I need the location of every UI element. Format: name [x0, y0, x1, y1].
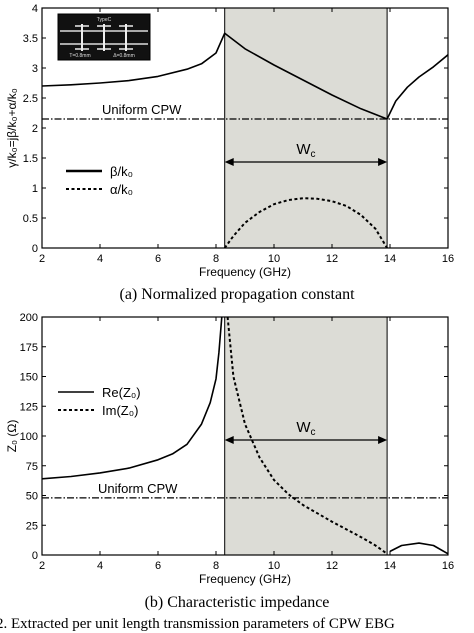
legend-label: Im(Z₀) [102, 403, 138, 418]
x-tick-label: 4 [97, 253, 103, 265]
y-tick-label: 1.5 [23, 153, 38, 165]
x-tick-label: 6 [155, 560, 161, 572]
x-tick-label: 16 [442, 253, 454, 265]
y-tick-label: 75 [26, 461, 38, 473]
reference-line-label: Uniform CPW [102, 102, 182, 117]
x-tick-label: 8 [213, 560, 219, 572]
legend-label: α/k₀ [110, 182, 133, 197]
x-axis-label: Frequency (GHz) [199, 265, 291, 279]
x-axis-label: Frequency (GHz) [199, 572, 291, 586]
panel-b-caption: (b) Characteristic impedance [144, 594, 330, 611]
series-line-0 [42, 317, 223, 480]
y-tick-label: 4 [32, 3, 38, 15]
x-tick-label: 16 [442, 560, 454, 572]
x-tick-label: 10 [268, 253, 280, 265]
x-tick-label: 12 [326, 253, 338, 265]
y-tick-label: 25 [26, 520, 38, 532]
legend-label: Re(Z₀) [102, 385, 141, 400]
legend-label: β/k₀ [110, 164, 133, 179]
x-tick-label: 2 [39, 253, 45, 265]
band-label-sub: c [310, 427, 315, 438]
band-arrow-head-right [378, 158, 388, 166]
stopband-shade [224, 316, 388, 556]
panel-a-chart: Uniform CPW 2 4 6 8 10 12 14 16 0 0.5 1 1.5 2 2.5 3 3.5 4… [5, 3, 454, 279]
band-arrow-head-left [224, 436, 234, 444]
inset-dim-label: Δ=0.8mm [113, 53, 135, 59]
y-tick-label: 100 [20, 431, 38, 443]
x-tick-label: 8 [213, 253, 219, 265]
x-tick-label: 6 [155, 253, 161, 265]
band-arrow-head-right [378, 436, 388, 444]
y-tick-label: 1 [32, 183, 38, 195]
inset-dim-label: T=0.8mm [69, 53, 90, 59]
y-tick-label: 0 [32, 243, 38, 255]
y-tick-label: 2 [32, 123, 38, 135]
y-tick-label: 150 [20, 372, 38, 384]
y-tick-label: 2.5 [23, 93, 38, 105]
x-tick-label: 14 [384, 560, 396, 572]
series-line-2 [226, 317, 388, 555]
y-tick-label: 200 [20, 312, 38, 324]
y-tick-label: 125 [20, 401, 38, 413]
band-arrow-head-left [224, 158, 234, 166]
stopband-shade [224, 7, 388, 249]
inset-title: TypeC [97, 17, 112, 23]
y-tick-label: 175 [20, 342, 38, 354]
x-tick-label: 10 [268, 560, 280, 572]
y-tick-label: 3 [32, 63, 38, 75]
panel-a-caption: (a) Normalized propagation constant [119, 286, 355, 303]
panel-b-chart: Uniform CPW 2 4 6 8 10 12 14 16 0 25 50 75 100 125 150 1… [5, 312, 454, 586]
figure-caption: 2. Extracted per unit length transmissio… [0, 616, 395, 632]
band-label-sub: c [310, 149, 315, 160]
reference-line-label: Uniform CPW [98, 481, 178, 496]
y-axis-label: Z₀ (Ω) [5, 420, 19, 453]
series-group [42, 317, 448, 555]
series-line-0 [42, 32, 388, 120]
series-line-1 [386, 54, 448, 120]
series-group [42, 32, 448, 248]
x-tick-label: 14 [384, 253, 396, 265]
x-tick-label: 12 [326, 560, 338, 572]
series-line-1 [389, 542, 448, 555]
x-tick-label: 4 [97, 560, 103, 572]
y-tick-label: 0.5 [23, 213, 38, 225]
y-axis-label: γ/k₀=jβ/k₀+α/k₀ [5, 88, 19, 167]
y-tick-label: 0 [32, 550, 38, 562]
y-tick-label: 3.5 [23, 33, 38, 45]
y-tick-label: 50 [26, 491, 38, 503]
x-tick-label: 2 [39, 560, 45, 572]
